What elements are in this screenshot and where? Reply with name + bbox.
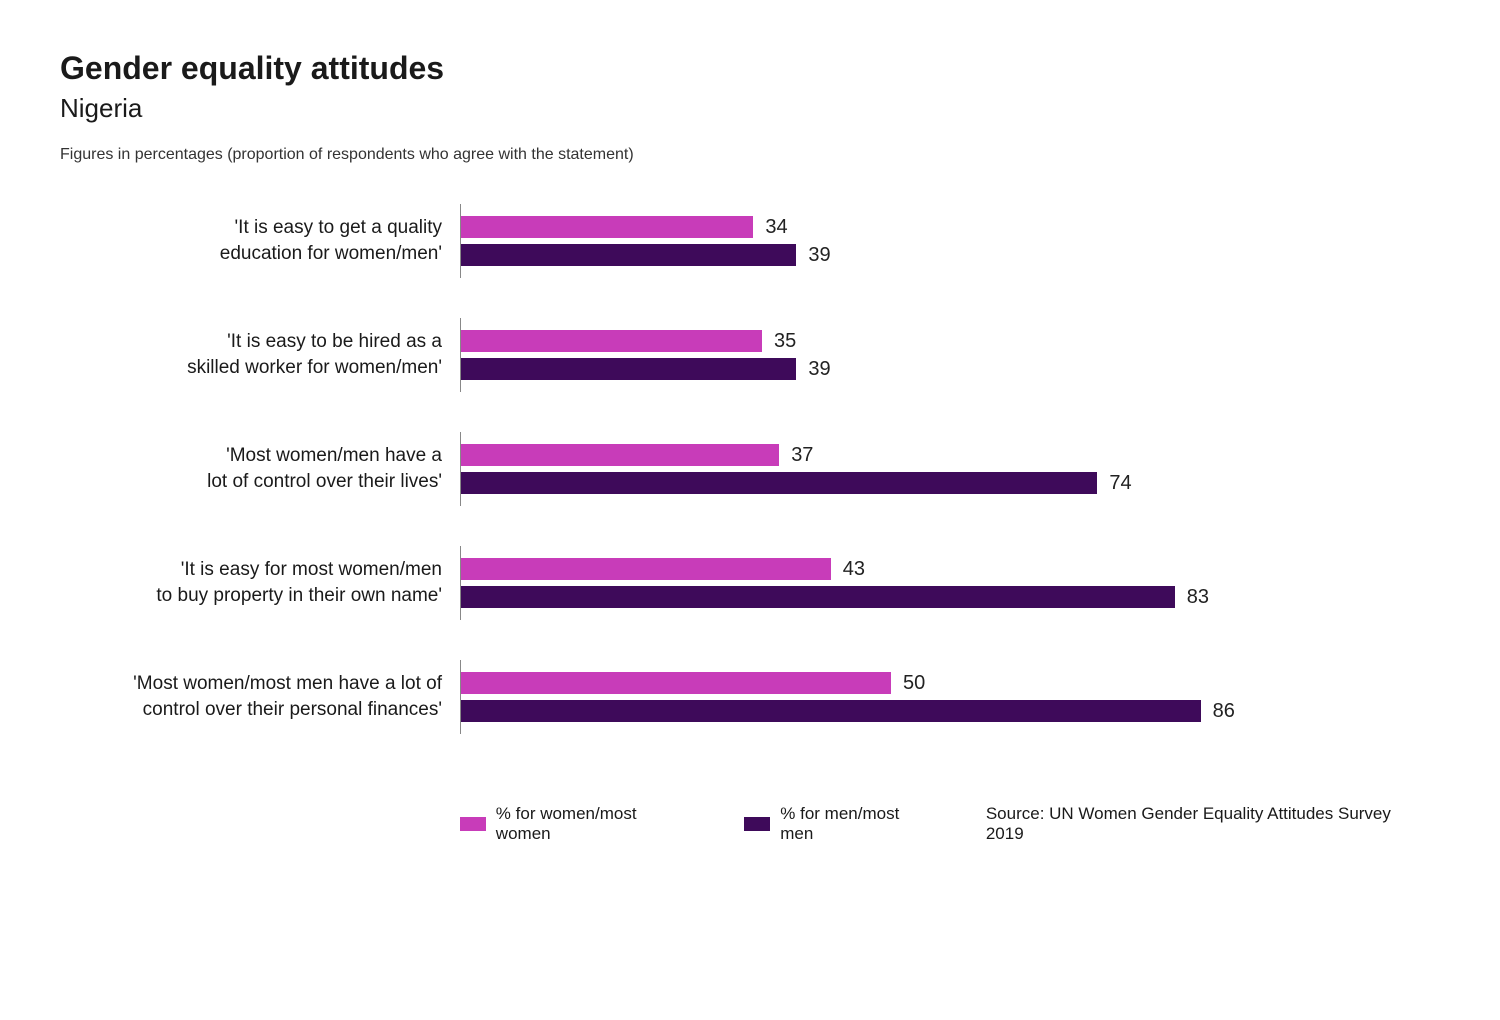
bar-men: 39 <box>461 358 1440 380</box>
bar-rect <box>461 358 796 380</box>
bar-pair: 37 74 <box>460 432 1440 506</box>
chart-title: Gender equality attitudes <box>60 50 1440 87</box>
bar-value: 35 <box>774 330 796 353</box>
chart-footer: % for women/most women % for men/most me… <box>60 804 1440 844</box>
category-label: 'It is easy for most women/mento buy pro… <box>60 557 460 608</box>
bar-value: 39 <box>808 358 830 381</box>
category-label: 'Most women/men have alot of control ove… <box>60 443 460 494</box>
bar-men: 74 <box>461 472 1440 494</box>
category-label: 'Most women/most men have a lot ofcontro… <box>60 671 460 722</box>
bar-pair: 50 86 <box>460 660 1440 734</box>
chart-row-group: 'It is easy for most women/mento buy pro… <box>60 546 1440 620</box>
bar-value: 34 <box>765 216 787 239</box>
bar-chart: 'It is easy to get a qualityeducation fo… <box>60 204 1440 774</box>
bar-value: 86 <box>1213 700 1235 723</box>
bar-women: 43 <box>461 558 1440 580</box>
legend-item-men: % for men/most men <box>744 804 935 844</box>
legend-item-women: % for women/most women <box>460 804 694 844</box>
category-label: 'It is easy to be hired as askilled work… <box>60 329 460 380</box>
bar-rect <box>461 586 1175 608</box>
bar-women: 35 <box>461 330 1440 352</box>
bar-rect <box>461 244 796 266</box>
bar-value: 39 <box>808 244 830 267</box>
bar-value: 50 <box>903 672 925 695</box>
legend-label-men: % for men/most men <box>780 804 936 844</box>
chart-row-group: 'Most women/men have alot of control ove… <box>60 432 1440 506</box>
bar-rect <box>461 472 1097 494</box>
bar-men: 83 <box>461 586 1440 608</box>
bar-rect <box>461 700 1201 722</box>
bar-men: 39 <box>461 244 1440 266</box>
bar-rect <box>461 672 891 694</box>
bar-pair: 34 39 <box>460 204 1440 278</box>
chart-row-group: 'Most women/most men have a lot ofcontro… <box>60 660 1440 734</box>
chart-subtitle: Nigeria <box>60 93 1440 124</box>
bar-women: 37 <box>461 444 1440 466</box>
bar-value: 74 <box>1109 472 1131 495</box>
chart-row-group: 'It is easy to be hired as askilled work… <box>60 318 1440 392</box>
bar-rect <box>461 444 779 466</box>
bar-value: 83 <box>1187 586 1209 609</box>
chart-description: Figures in percentages (proportion of re… <box>60 146 1440 164</box>
legend-swatch-men <box>744 817 770 831</box>
bar-rect <box>461 558 831 580</box>
chart-row-group: 'It is easy to get a qualityeducation fo… <box>60 204 1440 278</box>
bar-value: 43 <box>843 558 865 581</box>
legend-label-women: % for women/most women <box>496 804 695 844</box>
bar-rect <box>461 330 762 352</box>
bar-men: 86 <box>461 700 1440 722</box>
legend-swatch-women <box>460 817 486 831</box>
category-label: 'It is easy to get a qualityeducation fo… <box>60 215 460 266</box>
bar-pair: 43 83 <box>460 546 1440 620</box>
bar-women: 50 <box>461 672 1440 694</box>
bar-pair: 35 39 <box>460 318 1440 392</box>
source-text: Source: UN Women Gender Equality Attitud… <box>986 804 1440 844</box>
bar-value: 37 <box>791 444 813 467</box>
bar-rect <box>461 216 753 238</box>
bar-women: 34 <box>461 216 1440 238</box>
